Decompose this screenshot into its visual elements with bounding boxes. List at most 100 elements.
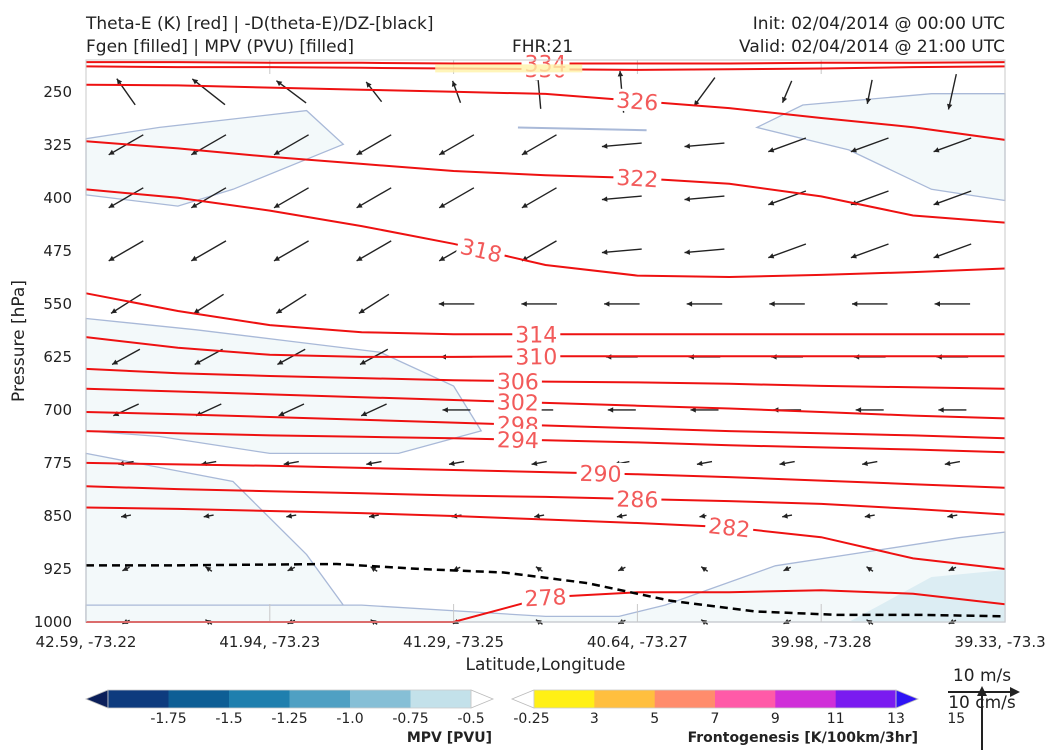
contour-label-group: 286 bbox=[613, 487, 662, 513]
fgen-colorbar-tick-label: 3 bbox=[590, 711, 599, 727]
wind-arrow bbox=[684, 195, 725, 202]
wind-arrow bbox=[190, 240, 227, 262]
wind-arrow-head bbox=[451, 80, 457, 87]
mpv-colorbar-tick-label: -1.25 bbox=[271, 711, 307, 727]
wind-arrow-head bbox=[855, 407, 862, 413]
wind-arrow-shaft bbox=[693, 77, 716, 107]
wind-arrow-head bbox=[274, 149, 280, 155]
wind-arrow-shaft bbox=[358, 293, 390, 314]
wind-arrow-shaft bbox=[191, 78, 226, 106]
mpv-colorbar-extend-right bbox=[470, 689, 495, 709]
wind-arrow bbox=[191, 78, 226, 106]
wind-arrow bbox=[116, 78, 136, 106]
wind-arrow bbox=[866, 566, 874, 572]
wind-arrow bbox=[275, 293, 307, 314]
theta-e-contour-306 bbox=[85, 367, 1006, 390]
wind-arrow bbox=[616, 513, 627, 519]
dthetae-dz-zero-line bbox=[86, 562, 1006, 618]
wind-arrow-head bbox=[933, 147, 940, 153]
wind-arrow-head bbox=[779, 460, 786, 466]
fgen-colorbar-segment bbox=[835, 690, 897, 708]
mpv-colorbar-tick-label: -1.75 bbox=[150, 711, 186, 727]
wind-arrow-shaft bbox=[933, 137, 972, 153]
wind-arrow bbox=[850, 243, 889, 259]
mpv-colorbar-segment bbox=[410, 690, 472, 708]
wind-arrow bbox=[700, 566, 709, 572]
wind-arrow bbox=[204, 566, 213, 572]
wind-arrow-head bbox=[276, 308, 283, 314]
wind-arrow bbox=[521, 301, 557, 307]
forecast-hour: FHR:21 bbox=[512, 37, 574, 57]
wind-arrow bbox=[273, 134, 309, 156]
wind-arrow-head bbox=[948, 565, 955, 571]
wind-arrow bbox=[938, 407, 967, 413]
x-tick-label: 42.59, -73.22 bbox=[36, 633, 137, 651]
wind-arrow-head bbox=[438, 301, 445, 307]
contour-label-group: 326 bbox=[612, 88, 663, 117]
plot-frame bbox=[85, 59, 1006, 623]
wind-reference-top-label: 10 m/s bbox=[953, 666, 1011, 686]
wind-arrow bbox=[934, 301, 971, 307]
wind-arrow-head bbox=[205, 566, 212, 572]
wind-arrow-head bbox=[277, 359, 284, 365]
contour-label-bg bbox=[493, 369, 543, 393]
wind-vectors bbox=[108, 70, 972, 625]
y-tick-label: 775 bbox=[43, 454, 72, 472]
colorbars: -1.75 -1.5 -1.25 -1.0 -0.75 -0.5 -0.25 3 5 7 9 11 13… bbox=[84, 689, 965, 746]
y-tick-label: 550 bbox=[43, 295, 72, 313]
wind-arrow-head bbox=[850, 253, 857, 259]
wind-arrow bbox=[368, 513, 379, 519]
wind-arrow-head bbox=[121, 513, 127, 519]
wind-arrow-head bbox=[617, 70, 624, 77]
title-line-1: Theta-E (K) [red] | -D(theta-E)/DZ-[blac… bbox=[86, 14, 434, 34]
theta-e-contour-286 bbox=[85, 485, 1006, 516]
wind-arrow-head bbox=[191, 255, 198, 261]
wind-arrow bbox=[684, 142, 725, 149]
wind-arrow-head bbox=[366, 81, 372, 88]
contour-label-group: 322 bbox=[612, 165, 663, 193]
wind-arrow-head bbox=[782, 513, 788, 519]
valid-time: Valid: 02/04/2014 @ 21:00 UTC bbox=[739, 37, 1005, 57]
x-tick-label: 41.29, -73.25 bbox=[403, 633, 504, 651]
wind-arrow-head bbox=[850, 147, 857, 153]
wind-arrow-shaft bbox=[275, 293, 307, 314]
wind-arrow-shaft bbox=[110, 293, 142, 314]
wind-arrow-shaft bbox=[684, 195, 725, 201]
wind-arrow-head bbox=[862, 460, 868, 466]
wind-arrow bbox=[287, 565, 296, 572]
wind-arrow bbox=[696, 460, 713, 466]
contour-label-bg bbox=[512, 345, 561, 368]
wind-arrow-head bbox=[108, 202, 115, 208]
axes: 250 325 400 475 550 625 700 775 850 925 1000 42.59,… bbox=[9, 59, 1046, 675]
wind-arrow-head bbox=[601, 143, 608, 149]
wind-arrow bbox=[360, 403, 387, 417]
wind-arrow-head bbox=[286, 513, 293, 519]
wind-arrow-shaft bbox=[273, 134, 309, 156]
wind-arrow bbox=[278, 403, 305, 417]
wind-arrow bbox=[283, 460, 299, 466]
wind-arrow-head bbox=[356, 202, 363, 208]
fgen-colorbar-extend-right bbox=[895, 689, 920, 709]
fgen-colorbar-tick-label: 15 bbox=[947, 711, 965, 727]
contour-label-bg bbox=[612, 88, 663, 114]
fgen-colorbar-extend-left bbox=[510, 689, 535, 709]
wind-arrow-head bbox=[356, 255, 363, 261]
wind-arrow-head bbox=[690, 407, 696, 413]
wind-arrow-head bbox=[366, 460, 373, 466]
wind-arrow-head bbox=[604, 301, 610, 307]
fgen-colorbar-tick-label: 5 bbox=[650, 711, 659, 727]
theta-e-contour-326 bbox=[85, 83, 1006, 141]
theta-e-contour-302 bbox=[85, 387, 1006, 420]
wind-arrow bbox=[365, 81, 383, 103]
wind-arrow bbox=[356, 134, 392, 156]
wind-arrow bbox=[947, 73, 957, 110]
wind-arrow bbox=[438, 134, 475, 156]
wind-arrow-head bbox=[356, 149, 363, 155]
wind-arrow bbox=[521, 134, 557, 156]
wind-arrow bbox=[111, 348, 141, 366]
wind-arrow-head bbox=[449, 460, 455, 466]
wind-arrow-head bbox=[191, 149, 198, 155]
contour-label-bg bbox=[493, 390, 543, 414]
title-line-2: Fgen [filled] | MPV (PVU) [filled] bbox=[86, 37, 355, 57]
